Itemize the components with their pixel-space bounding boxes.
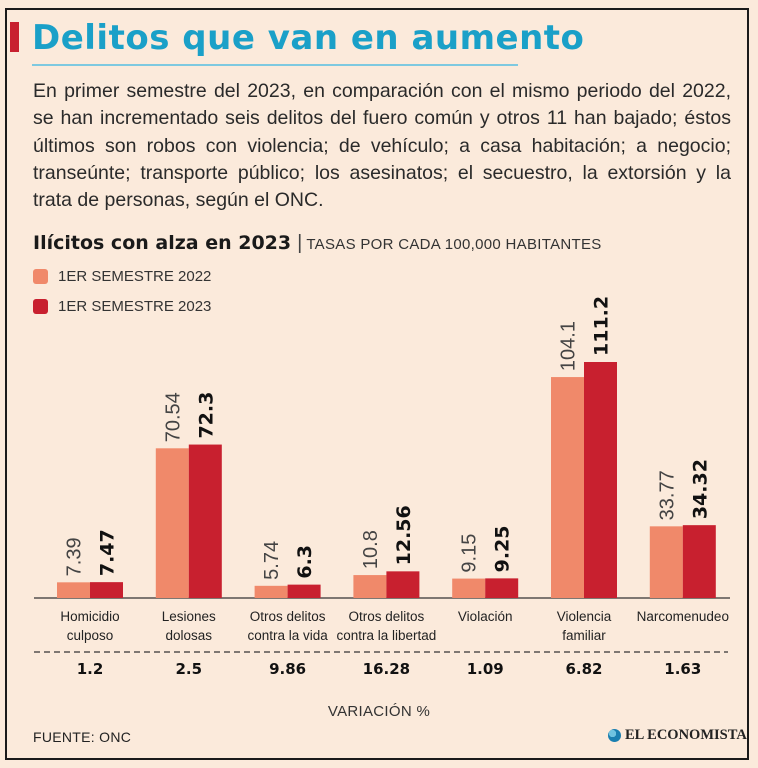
value-label-2022-0: 7.39 [64, 537, 86, 576]
brand-name: EL ECONOMISTA [625, 727, 747, 743]
legend-label-2023: 1ER SEMESTRE 2023 [58, 298, 212, 315]
value-label-2023-2: 6.3 [294, 545, 316, 579]
bar-2022-0 [57, 582, 90, 598]
bar-2022-4 [452, 578, 486, 598]
title-underline [32, 64, 518, 66]
value-label-2023-4: 9.25 [492, 525, 514, 572]
variation-value-2: 9.86 [269, 660, 306, 678]
bar-2022-2 [254, 585, 288, 598]
value-label-2022-5: 104.1 [558, 321, 580, 371]
variation-axis-label: VARIACIÓN % [327, 703, 431, 720]
chart-title-separator: | [297, 232, 303, 254]
bar-2023-0 [90, 582, 123, 598]
category-label-1-1: dolosas [166, 628, 213, 643]
chart-subtitle: TASAS POR CADA 100,000 HABITANTES [306, 236, 602, 253]
category-label-2-1: contra la vida [247, 628, 328, 643]
value-label-2023-5: 111.2 [591, 296, 613, 356]
bar-2022-6 [649, 526, 683, 598]
legend-label-2022: 1ER SEMESTRE 2022 [58, 268, 212, 285]
category-label-3-0: Otros delitos [349, 609, 425, 624]
category-label-4-0: Violación [458, 609, 513, 624]
variation-value-5: 6.82 [565, 660, 602, 678]
category-label-1-0: Lesiones [162, 609, 216, 624]
bar-2023-6 [682, 525, 716, 598]
legend-item-2022: 1ER SEMESTRE 2022 [33, 268, 211, 285]
variation-value-0: 1.2 [77, 660, 104, 678]
value-label-2023-0: 7.47 [97, 529, 119, 576]
value-label-2023-3: 12.56 [393, 505, 415, 565]
brand-logo: EL ECONOMISTA [608, 727, 747, 744]
category-label-0-1: culposo [67, 628, 114, 643]
bar-2023-4 [485, 578, 519, 598]
intro-paragraph: En primer semestre del 2023, en comparac… [33, 80, 731, 212]
legend-swatch-2022 [33, 269, 48, 284]
bar-2022-1 [155, 448, 189, 598]
brand-icon [608, 729, 621, 742]
value-label-2022-6: 33.77 [656, 470, 678, 520]
variation-value-6: 1.63 [664, 660, 701, 678]
title-accent-bar [10, 22, 19, 52]
bar-2023-3 [386, 571, 420, 598]
page-title: Delitos que van en aumento [32, 18, 585, 58]
chart-heading: Ilícitos con alza en 2023 | TASAS POR CADA… [33, 232, 602, 255]
infographic-frame [5, 8, 749, 760]
category-label-6-0: Narcomenudeo [637, 609, 729, 624]
variation-value-1: 2.5 [176, 660, 203, 678]
variation-value-4: 1.09 [467, 660, 504, 678]
value-label-2023-1: 72.3 [195, 392, 217, 439]
value-label-2022-2: 5.74 [261, 541, 283, 580]
category-label-0-0: Homicidio [60, 609, 119, 624]
bar-2023-5 [584, 362, 617, 598]
value-label-2023-6: 34.32 [689, 459, 711, 519]
source-note: FUENTE: ONC [33, 729, 132, 745]
category-label-5-1: familiar [562, 628, 606, 643]
category-label-2-0: Otros delitos [250, 609, 326, 624]
bar-2023-2 [287, 584, 321, 598]
value-label-2022-1: 70.54 [162, 392, 184, 442]
category-label-5-0: Violencia [557, 609, 612, 624]
bar-2022-3 [353, 575, 387, 598]
bar-2023-1 [188, 444, 222, 598]
legend-item-2023: 1ER SEMESTRE 2023 [33, 298, 211, 315]
bar-2022-5 [551, 377, 584, 598]
chart-title: Ilícitos con alza en 2023 [33, 232, 292, 254]
legend-swatch-2023 [33, 299, 48, 314]
value-label-2022-4: 9.15 [459, 534, 481, 573]
category-label-3-1: contra la libertad [336, 628, 436, 643]
value-label-2022-3: 10.8 [360, 530, 382, 569]
variation-value-3: 16.28 [363, 660, 410, 678]
